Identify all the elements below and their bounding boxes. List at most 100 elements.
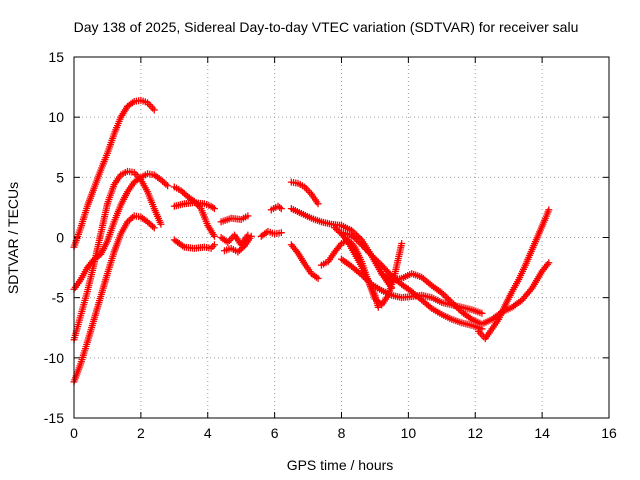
data-point bbox=[179, 242, 187, 250]
y-tick-label: 5 bbox=[56, 169, 64, 185]
data-point bbox=[277, 205, 285, 213]
data-point bbox=[359, 272, 367, 280]
data-point bbox=[162, 180, 170, 188]
data-point bbox=[374, 303, 382, 311]
y-axis-label: SDTVAR / TECUs bbox=[5, 182, 21, 294]
data-point bbox=[376, 260, 384, 268]
data-point bbox=[276, 203, 284, 211]
data-point bbox=[356, 269, 364, 277]
series-track-5 bbox=[170, 183, 218, 240]
data-point bbox=[364, 277, 372, 285]
data-point bbox=[446, 297, 454, 305]
data-point bbox=[129, 213, 137, 221]
series-track-2 bbox=[70, 167, 165, 344]
data-point bbox=[443, 294, 451, 302]
data-point bbox=[160, 179, 168, 187]
data-point bbox=[210, 232, 218, 240]
data-point bbox=[356, 239, 364, 247]
data-point bbox=[478, 309, 486, 317]
data-point bbox=[210, 241, 218, 249]
x-tick-label: 6 bbox=[271, 425, 279, 441]
data-point bbox=[366, 279, 374, 287]
data-point bbox=[332, 225, 340, 233]
series-track-8 bbox=[217, 212, 252, 226]
data-point bbox=[453, 303, 461, 311]
data-point bbox=[150, 224, 158, 232]
data-point bbox=[247, 232, 255, 240]
data-point bbox=[349, 233, 357, 241]
data-point bbox=[144, 218, 152, 226]
data-point bbox=[135, 175, 143, 183]
data-point bbox=[353, 236, 361, 244]
series-track-21 bbox=[475, 206, 553, 343]
data-point bbox=[371, 255, 379, 263]
y-tick-label: -10 bbox=[44, 350, 64, 366]
data-point bbox=[237, 245, 245, 253]
series-track-10 bbox=[220, 232, 255, 256]
data-point bbox=[354, 238, 362, 246]
series-track-6 bbox=[170, 199, 218, 213]
data-point bbox=[164, 182, 172, 190]
data-point bbox=[177, 187, 185, 195]
x-axis-label: GPS time / hours bbox=[287, 457, 394, 473]
series-track-4 bbox=[70, 170, 172, 293]
data-point bbox=[439, 290, 447, 298]
data-point bbox=[448, 298, 456, 306]
data-points bbox=[70, 96, 553, 386]
series-track-3 bbox=[70, 212, 158, 386]
data-point bbox=[159, 177, 167, 185]
series-track-18 bbox=[338, 229, 486, 333]
data-point bbox=[277, 229, 285, 237]
data-point bbox=[147, 221, 155, 229]
data-point bbox=[236, 246, 244, 254]
data-point bbox=[450, 300, 458, 308]
y-tick-label: 0 bbox=[56, 230, 64, 246]
data-point bbox=[441, 292, 449, 300]
series-track-7 bbox=[170, 236, 218, 252]
data-point bbox=[180, 190, 188, 198]
data-point bbox=[149, 222, 157, 230]
data-point bbox=[545, 259, 553, 267]
data-point bbox=[331, 224, 339, 232]
data-point bbox=[445, 295, 452, 303]
series-track-20 bbox=[378, 259, 553, 328]
data-point bbox=[127, 215, 135, 223]
data-point bbox=[179, 188, 187, 196]
series-track-17 bbox=[331, 224, 382, 311]
data-point bbox=[398, 240, 406, 248]
data-point bbox=[358, 271, 366, 279]
data-point bbox=[210, 205, 218, 213]
y-tick-label: -5 bbox=[52, 290, 65, 306]
data-point bbox=[234, 248, 242, 256]
data-point bbox=[451, 302, 459, 310]
data-point bbox=[145, 219, 153, 227]
data-point bbox=[361, 274, 369, 282]
data-point bbox=[363, 276, 371, 284]
x-tick-label: 8 bbox=[338, 425, 346, 441]
y-tick-label: 15 bbox=[48, 49, 64, 65]
data-point bbox=[312, 273, 320, 281]
axis-ticks: 0 2 4 6 8 10 12 14 16 -15 -10 -5 0 5 10 15 bbox=[44, 49, 617, 441]
data-point bbox=[466, 314, 474, 322]
data-point bbox=[314, 274, 322, 282]
series-track-1 bbox=[70, 96, 158, 251]
grid bbox=[74, 57, 609, 418]
series-track-11 bbox=[257, 227, 285, 240]
data-point bbox=[314, 200, 322, 208]
x-tick-label: 16 bbox=[601, 425, 617, 441]
data-point bbox=[239, 243, 247, 251]
x-tick-label: 4 bbox=[204, 425, 212, 441]
data-point bbox=[125, 216, 133, 224]
x-tick-label: 0 bbox=[70, 425, 78, 441]
data-point bbox=[368, 252, 376, 260]
data-point bbox=[348, 231, 356, 239]
chart-title: Day 138 of 2025, Sidereal Day-to-day VTE… bbox=[74, 19, 579, 35]
data-point bbox=[129, 99, 137, 107]
data-point bbox=[209, 203, 217, 211]
y-tick-label: 10 bbox=[48, 109, 64, 125]
data-point bbox=[351, 234, 359, 242]
series-track-14 bbox=[287, 205, 396, 292]
data-point bbox=[150, 106, 158, 114]
x-tick-label: 12 bbox=[467, 425, 483, 441]
